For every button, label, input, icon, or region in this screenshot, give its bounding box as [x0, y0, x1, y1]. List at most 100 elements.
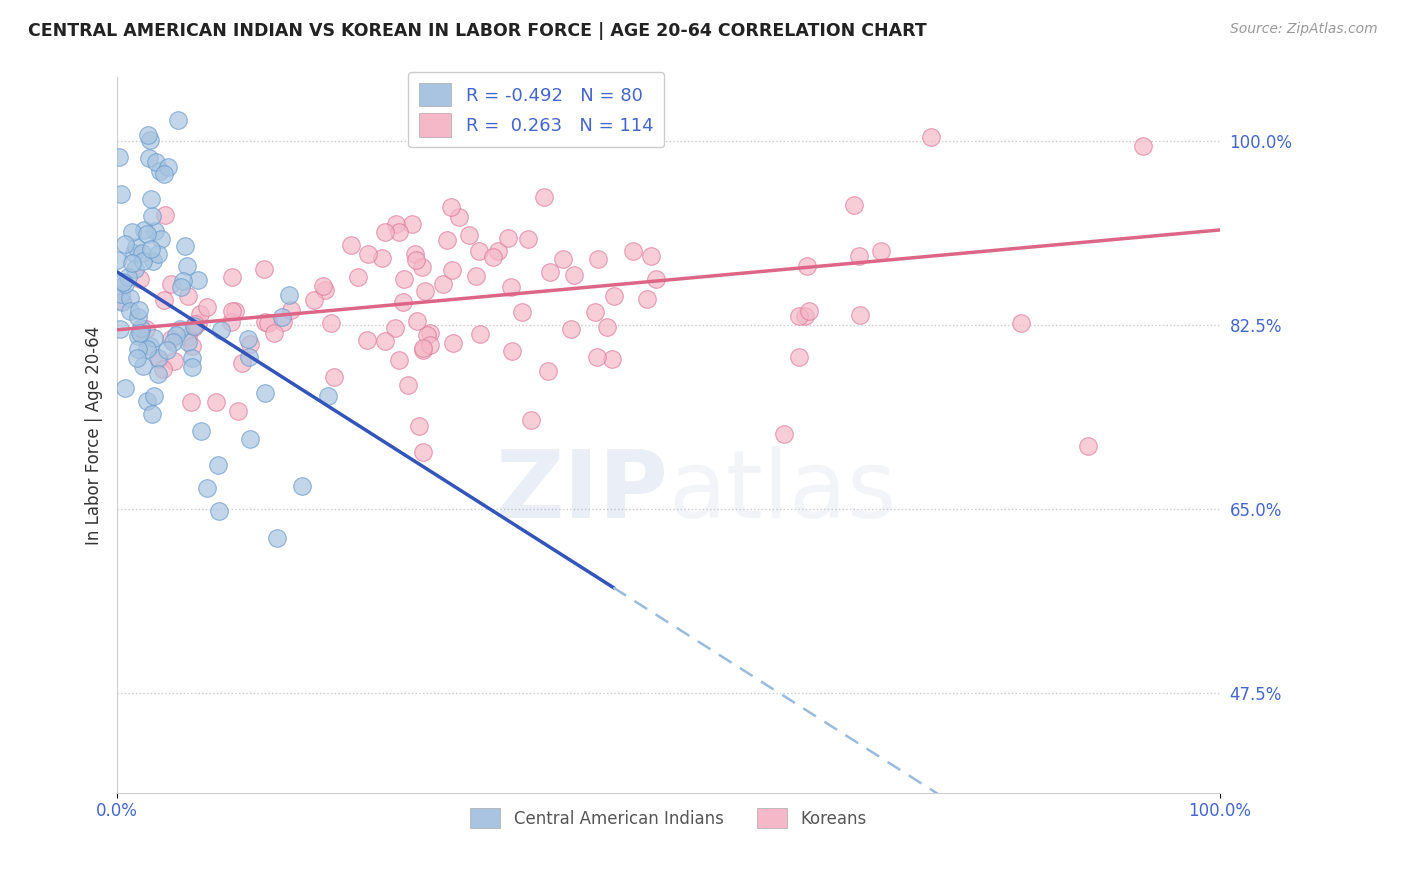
Point [498, 230, 520, 244]
Point [406, 313, 429, 327]
Point [110, 187, 132, 202]
Point [322, 370, 344, 384]
Point [165, 328, 187, 343]
Point [138, 152, 160, 166]
Point [187, 273, 209, 287]
Point [180, 359, 202, 374]
Point [114, 381, 136, 395]
Point [131, 254, 153, 268]
Point [111, 293, 134, 308]
Point [793, 309, 815, 323]
Point [415, 328, 437, 343]
Point [219, 315, 242, 329]
Point [120, 291, 142, 305]
Point [772, 427, 794, 442]
Point [197, 300, 219, 314]
Point [153, 293, 176, 307]
Point [413, 284, 436, 298]
Point [405, 253, 427, 268]
Point [146, 351, 169, 366]
Point [588, 252, 610, 266]
Point [256, 317, 278, 331]
Point [920, 130, 942, 145]
Point [135, 227, 157, 241]
Point [277, 288, 299, 302]
Point [520, 413, 543, 427]
Point [153, 167, 176, 181]
Point [436, 233, 458, 247]
Point [551, 252, 574, 266]
Point [1132, 138, 1154, 153]
Point [143, 331, 166, 345]
Point [152, 362, 174, 376]
Point [314, 283, 336, 297]
Point [110, 286, 132, 301]
Point [465, 269, 488, 284]
Point [411, 260, 433, 274]
Point [162, 335, 184, 350]
Point [321, 316, 343, 330]
Point [145, 224, 167, 238]
Point [107, 150, 129, 164]
Point [129, 321, 152, 335]
Point [371, 251, 394, 265]
Point [396, 378, 419, 392]
Point [236, 332, 259, 346]
Point [146, 367, 169, 381]
Point [412, 341, 434, 355]
Point [596, 320, 619, 334]
Point [486, 244, 509, 259]
Point [533, 190, 555, 204]
Point [271, 310, 294, 325]
Point [135, 322, 157, 336]
Point [849, 308, 872, 322]
Point [273, 315, 295, 329]
Point [110, 294, 132, 309]
Point [1010, 316, 1032, 330]
Point [131, 246, 153, 260]
Point [481, 251, 503, 265]
Point [842, 197, 865, 211]
Point [129, 326, 152, 340]
Point [560, 322, 582, 336]
Point [253, 262, 276, 277]
Point [412, 343, 434, 358]
Point [146, 247, 169, 261]
Point [412, 445, 434, 459]
Point [302, 293, 325, 308]
Point [177, 329, 200, 343]
Point [176, 259, 198, 273]
Point [180, 339, 202, 353]
Point [105, 253, 128, 268]
Point [231, 356, 253, 370]
Point [127, 310, 149, 325]
Point [149, 163, 172, 178]
Point [797, 304, 820, 318]
Point [384, 321, 406, 335]
Point [848, 249, 870, 263]
Point [121, 225, 143, 239]
Point [796, 259, 818, 273]
Point [600, 352, 623, 367]
Point [135, 394, 157, 409]
Point [208, 504, 231, 518]
Point [339, 238, 361, 252]
Point [239, 432, 262, 446]
Text: Source: ZipAtlas.com: Source: ZipAtlas.com [1230, 22, 1378, 37]
Point [510, 305, 533, 319]
Point [636, 292, 658, 306]
Point [180, 351, 202, 365]
Point [132, 359, 155, 373]
Point [139, 133, 162, 147]
Point [468, 244, 491, 259]
Point [621, 244, 644, 258]
Point [787, 309, 810, 323]
Point [174, 238, 197, 252]
Point [148, 351, 170, 366]
Point [160, 277, 183, 291]
Point [392, 295, 415, 310]
Point [129, 272, 152, 286]
Point [207, 458, 229, 472]
Point [183, 320, 205, 334]
Point [224, 304, 246, 318]
